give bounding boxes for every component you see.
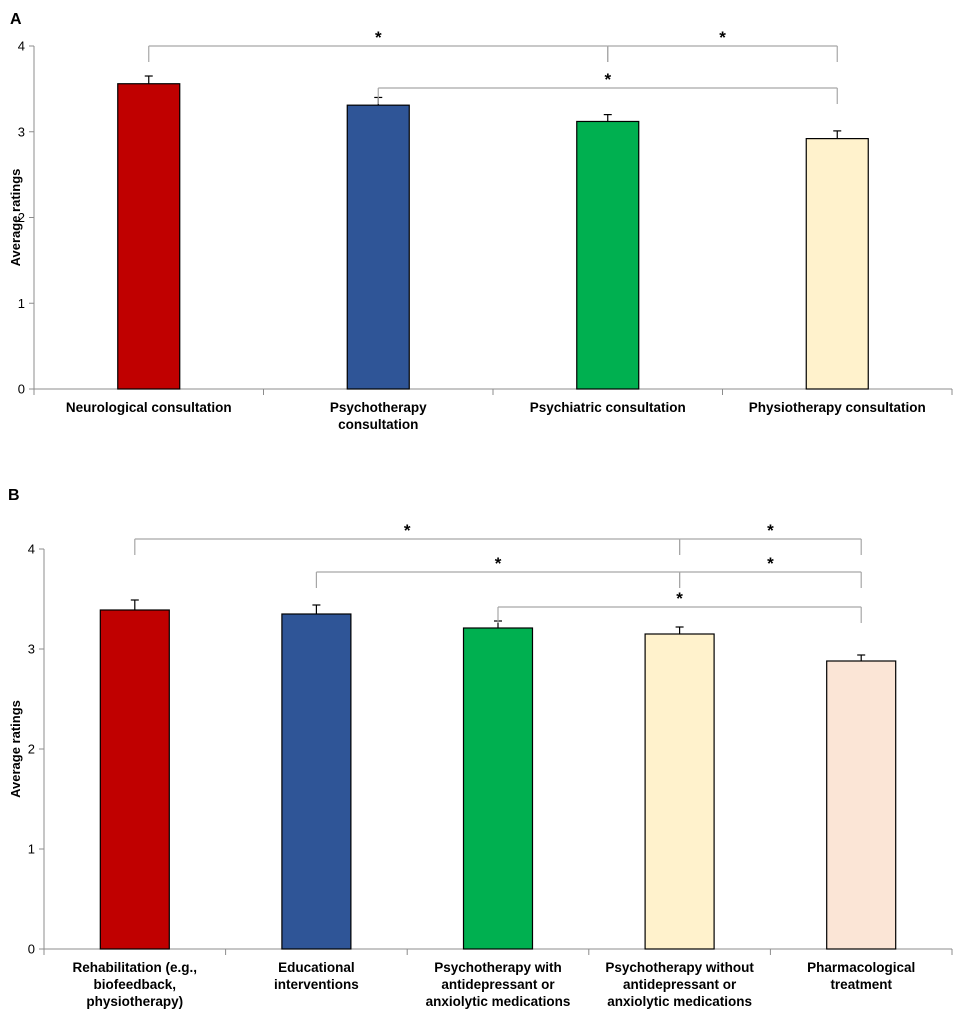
x-category-label: Educational: [278, 960, 355, 975]
x-category-label: Psychiatric consultation: [530, 400, 686, 415]
x-category-label: physiotherapy): [86, 994, 183, 1009]
bar: [462, 627, 534, 950]
x-category-label: Physiotherapy consultation: [749, 400, 926, 415]
panel-label: A: [10, 11, 22, 28]
significance-marker: *: [495, 554, 502, 573]
bar: [281, 613, 352, 950]
significance-marker: *: [604, 70, 611, 89]
significance-marker: *: [719, 28, 726, 47]
significance-marker: *: [375, 28, 382, 47]
y-tick-label: 2: [28, 742, 35, 757]
x-category-label: Rehabilitation (e.g.,: [73, 960, 198, 975]
bar: [644, 633, 715, 950]
x-category-label: consultation: [338, 417, 418, 432]
y-tick-label: 0: [18, 382, 25, 397]
bar: [99, 609, 170, 950]
y-tick-label: 1: [28, 842, 35, 857]
significance-marker: *: [767, 554, 774, 573]
x-category-label: antidepressant or: [441, 977, 555, 992]
bar: [805, 138, 869, 390]
x-category-label: antidepressant or: [623, 977, 737, 992]
x-category-label: interventions: [274, 977, 359, 992]
y-tick-label: 3: [28, 642, 35, 657]
x-category-label: Psychotherapy without: [605, 960, 754, 975]
significance-marker: *: [676, 589, 683, 608]
x-category-label: anxiolytic medications: [607, 994, 752, 1009]
x-category-label: treatment: [830, 977, 892, 992]
y-tick-label: 1: [18, 296, 25, 311]
y-tick-label: 4: [18, 39, 25, 54]
panel-b: B Average ratings 0 1 2 3 4 Rehabilitation (e.g…: [8, 487, 953, 1009]
y-axis-label: Average ratings: [8, 169, 23, 267]
y-axis-label: Average ratings: [8, 700, 23, 798]
x-category-label: Pharmacological: [807, 960, 915, 975]
panel-label: B: [8, 487, 20, 504]
x-category-label: anxiolytic medications: [426, 994, 571, 1009]
bar: [117, 83, 181, 390]
x-category-label: Psychotherapy with: [434, 960, 562, 975]
y-tick-label: 4: [28, 542, 35, 557]
panel-a: A Average ratings 0 1 2 3 4 Neurological consul…: [8, 11, 953, 432]
x-category-label: Neurological consultation: [66, 400, 232, 415]
bar: [576, 120, 640, 390]
significance-marker: *: [767, 521, 774, 540]
significance-marker: *: [404, 521, 411, 540]
x-category-label: biofeedback,: [94, 977, 177, 992]
bar: [346, 104, 410, 390]
y-tick-label: 0: [28, 942, 35, 957]
bar: [826, 660, 897, 950]
y-tick-label: 3: [18, 124, 25, 139]
x-category-label: Psychotherapy: [330, 400, 427, 415]
y-tick-label: 2: [18, 210, 25, 225]
